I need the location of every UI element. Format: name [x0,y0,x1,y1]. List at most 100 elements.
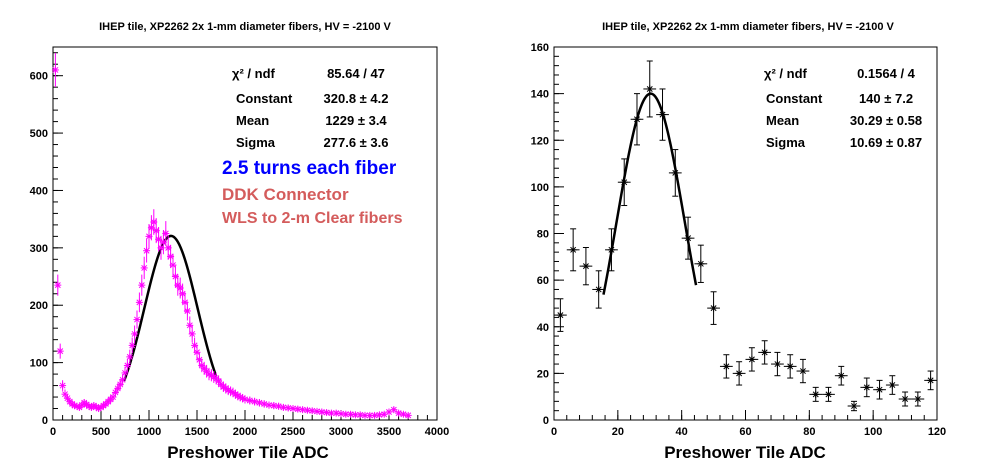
data-point [630,93,644,146]
data-point [860,377,874,398]
data-point [643,60,657,118]
y-tick-label: 120 [531,135,549,147]
data-point [294,405,302,413]
data-point [399,410,407,418]
data-point [51,52,59,87]
right-stat-value-constant: 140 ± 7.2 [859,91,913,106]
data-point [131,325,139,343]
x-tick-label: 4000 [425,426,449,438]
data-point [404,411,412,419]
data-point [251,397,259,406]
data-point [313,407,321,415]
data-point [375,411,383,419]
x-tick-label: 3500 [377,426,401,438]
data-point [707,291,720,325]
data-point [63,393,71,403]
right-stat-value-mean: 30.29 ± 0.58 [850,113,922,128]
data-point [847,400,861,412]
data-point [289,405,297,413]
data-point [183,301,191,321]
data-point [566,228,580,272]
data-point [279,403,287,411]
right-stat-label-mean: Mean [766,113,799,128]
x-tick-label: 40 [676,426,688,438]
right-chart-title: IHEP tile, XP2262 2x 1-mm diameter fiber… [602,21,894,33]
data-point [138,274,146,296]
left-stats-box: χ² / ndf 85.64 / 47 Constant 320.8 ± 4.2… [232,66,388,150]
data-point [193,344,201,360]
data-point [260,400,268,408]
data-point [123,358,131,373]
x-tick-label: 1000 [137,426,161,438]
data-point [200,361,208,375]
data-point [758,340,772,365]
data-point [332,409,340,417]
data-point [128,337,136,354]
data-point [783,354,797,379]
y-tick-label: 40 [537,322,549,334]
data-point [911,391,925,407]
data-point [255,399,263,407]
y-tick-label: 140 [531,89,549,101]
data-point [390,406,398,414]
right-stat-value-sigma: 10.69 ± 0.87 [850,135,922,150]
right-stat-label-chi2: χ² / ndf [764,66,808,81]
data-point [56,343,64,359]
data-point [167,244,175,269]
data-point [265,401,273,409]
right-stat-value-chi2: 0.1564 / 4 [857,66,916,81]
data-point [732,361,746,386]
x-tick-label: 120 [928,426,946,438]
y-tick-label: 500 [30,128,48,140]
data-point [554,298,567,332]
annotation-turns: 2.5 turns each fiber [222,158,397,179]
data-point [592,270,606,309]
data-point [323,409,331,417]
data-point [719,354,733,379]
data-point [241,395,249,404]
data-point [924,370,937,391]
data-point [205,367,213,381]
x-tick-label: 2000 [233,426,257,438]
x-tick-label: 60 [739,426,751,438]
data-point [371,411,379,419]
right-stat-label-constant: Constant [766,91,823,106]
data-point [54,274,62,296]
annotation-connector: DDK Connector [222,185,349,204]
data-point [771,351,784,377]
y-tick-label: 100 [30,358,48,370]
data-point [356,411,364,419]
data-point [140,256,148,280]
data-point [143,238,151,263]
gaussian-fit-curve [122,234,218,382]
annotation-wls-fibers: WLS to 2-m Clear fibers [222,210,403,227]
x-tick-label: 3000 [329,426,353,438]
data-point [303,406,311,414]
data-point [270,402,278,410]
data-point [694,244,708,283]
data-point [809,386,823,402]
data-point [133,310,141,329]
left-stat-label-constant: Constant [236,91,293,106]
data-point [681,216,695,260]
data-point [318,408,326,416]
data-point [822,386,835,402]
x-tick-label: 100 [864,426,882,438]
x-tick-label: 2500 [281,426,305,438]
data-point [275,402,283,410]
data-point [796,358,810,384]
data-point [126,349,134,365]
data-point [745,347,759,372]
data-point [337,410,345,418]
data-point [299,406,307,414]
data-point [188,325,196,343]
y-tick-label: 600 [30,71,48,83]
left-chart-title: IHEP tile, XP2262 2x 1-mm diameter fiber… [99,21,391,33]
left-stat-value-constant: 320.8 ± 4.2 [324,91,389,106]
gaussian-fit-curve [602,92,698,295]
x-tick-label: 80 [803,426,815,438]
data-point [119,374,127,386]
data-point [351,411,359,419]
left-x-axis-label: Preshower Tile ADC [167,443,329,462]
